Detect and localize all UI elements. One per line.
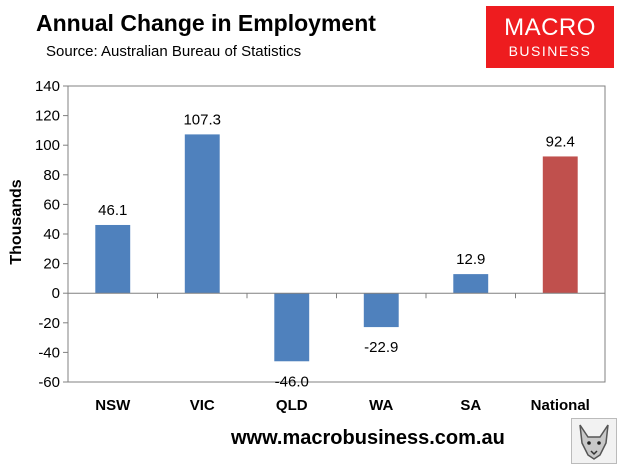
website-url: www.macrobusiness.com.au xyxy=(231,427,505,449)
x-tick-label-vic: VIC xyxy=(190,397,215,414)
logo-line-1: MACRO xyxy=(504,14,596,41)
bars-group: 46.1 107.3 -46.0 -22.9 12.9 92.4 xyxy=(95,111,578,390)
y-axis: -60 -40 -20 0 20 40 60 80 100 120 140 xyxy=(35,78,68,391)
x-axis: NSW VIC QLD WA SA National xyxy=(67,293,606,414)
data-label-national: 92.4 xyxy=(546,133,575,150)
y-tick-label: 140 xyxy=(35,78,60,95)
data-label-qld: -46.0 xyxy=(275,373,309,390)
logo-line-2: BUSINESS xyxy=(508,43,592,59)
x-tick-label-wa: WA xyxy=(369,397,393,414)
y-tick-label: -20 xyxy=(38,315,60,332)
data-label-nsw: 46.1 xyxy=(98,202,127,219)
y-tick-label: 100 xyxy=(35,137,60,154)
employment-bar-chart: -60 -40 -20 0 20 40 60 80 100 120 140 46.1 107.3 -46… xyxy=(8,78,606,414)
bar-nsw xyxy=(95,224,131,294)
data-label-wa: -22.9 xyxy=(364,339,398,356)
y-tick-label: 60 xyxy=(43,196,60,213)
y-tick-label: -60 xyxy=(38,374,60,391)
bar-sa xyxy=(453,274,489,294)
y-tick-label: 40 xyxy=(43,226,60,243)
macro-business-logo: MACRO BUSINESS xyxy=(486,6,614,68)
y-tick-label: 20 xyxy=(43,256,60,273)
y-tick-label: 120 xyxy=(35,108,60,125)
wolf-logo-icon xyxy=(571,418,617,464)
y-tick-label: -40 xyxy=(38,344,60,361)
x-tick-label-nsw: NSW xyxy=(95,397,131,414)
y-axis-label: Thousands xyxy=(8,179,25,264)
x-tick-label-national: National xyxy=(531,397,590,414)
chart-title: Annual Change in Employment xyxy=(36,10,376,36)
y-tick-label: 80 xyxy=(43,167,60,184)
x-tick-label-qld: QLD xyxy=(276,397,308,414)
plot-area xyxy=(67,85,606,383)
x-tick-label-sa: SA xyxy=(460,397,481,414)
data-label-sa: 12.9 xyxy=(456,251,485,268)
data-label-vic: 107.3 xyxy=(183,111,221,128)
bar-qld xyxy=(274,293,310,362)
chart-subtitle: Source: Australian Bureau of Statistics xyxy=(46,43,302,60)
bar-wa xyxy=(363,293,399,328)
y-tick-label: 0 xyxy=(52,285,60,302)
bar-national xyxy=(542,156,578,294)
bar-vic xyxy=(184,134,220,294)
